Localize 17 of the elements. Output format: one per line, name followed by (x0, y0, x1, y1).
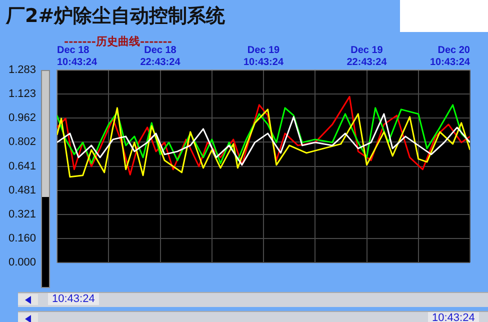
text: 10:43:24 (48, 293, 99, 305)
x-tick-label: Dec 19 22:43:24 (346, 44, 388, 68)
y-tick-label: 0.641 (8, 160, 36, 172)
y-tick-label: 0.160 (8, 232, 36, 244)
text: 10:43:24 (428, 312, 479, 322)
y-tick-label: 1.123 (8, 88, 36, 100)
y-tick-label: 0.481 (8, 184, 36, 196)
chart-title: 厂2#炉除尘自动控制系统 (6, 4, 226, 29)
y-tick-label: 0.000 (8, 256, 36, 268)
x-tick-label: Dec 19 10:43:24 (243, 44, 284, 68)
x-tick-label: Dec 20 10:43:24 (430, 44, 470, 68)
x-tick-label: Dec 18 22:43:24 (140, 44, 181, 68)
y-tick-label: 1.283 (8, 64, 36, 76)
x-tick-label: Dec 18 10:43:24 (57, 44, 98, 68)
y-tick-label: 0.321 (8, 208, 36, 220)
y-tick-label: 0.962 (8, 112, 36, 124)
y-tick-label: 0.802 (8, 136, 36, 148)
